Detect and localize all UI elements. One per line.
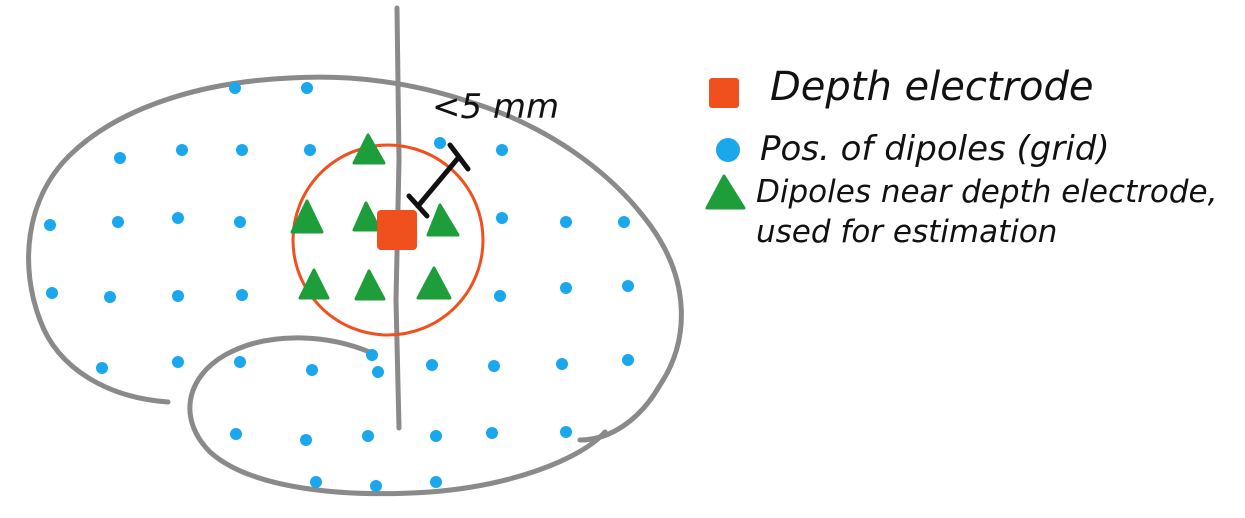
grid-dipole-dot bbox=[306, 364, 318, 376]
grid-dipole-dot bbox=[172, 290, 184, 302]
grid-dipole-dot bbox=[236, 289, 248, 301]
grid-dipole-dot bbox=[234, 216, 246, 228]
near-dipole-triangle bbox=[354, 269, 386, 301]
grid-dipoles bbox=[44, 82, 634, 492]
blue-dot-icon bbox=[716, 138, 740, 162]
grid-dipole-dot bbox=[560, 426, 572, 438]
grid-dipole-dot bbox=[44, 219, 56, 231]
grid-dipole-dot bbox=[560, 282, 572, 294]
radius-marker-cap-inner bbox=[406, 193, 430, 219]
grid-dipole-dot bbox=[176, 144, 188, 156]
grid-dipole-dot bbox=[372, 366, 384, 378]
near-dipole-triangle bbox=[426, 203, 460, 237]
grid-dipole-dot bbox=[104, 291, 116, 303]
grid-dipole-dot bbox=[46, 287, 58, 299]
grid-dipole-dot bbox=[618, 216, 630, 228]
legend-label-near-line1: Dipoles near depth electrode, bbox=[756, 174, 1218, 210]
near-dipole-triangle bbox=[416, 266, 452, 300]
orange-square-icon bbox=[709, 78, 739, 108]
radius-marker-line bbox=[415, 154, 462, 209]
radius-circle bbox=[291, 143, 485, 337]
grid-dipole-dot bbox=[301, 82, 313, 94]
grid-dipole-dot bbox=[236, 144, 248, 156]
brain-upper-lobe-outline bbox=[26, 74, 684, 443]
grid-dipole-dot bbox=[366, 349, 378, 361]
near-dipole-triangle bbox=[298, 268, 330, 300]
grid-dipole-dot bbox=[362, 430, 374, 442]
near-dipole-triangle bbox=[290, 199, 324, 234]
grid-dipole-dot bbox=[370, 480, 382, 492]
depth-electrode bbox=[377, 210, 417, 250]
grid-dipole-dot bbox=[494, 290, 506, 302]
grid-dipole-dot bbox=[96, 362, 108, 374]
grid-dipole-dot bbox=[234, 356, 246, 368]
grid-dipole-dot bbox=[496, 144, 508, 156]
grid-dipole-dot bbox=[112, 216, 124, 228]
grid-dipole-dot bbox=[622, 280, 634, 292]
grid-dipole-dot bbox=[229, 82, 241, 94]
grid-dipole-dot bbox=[426, 359, 438, 371]
grid-dipole-dot bbox=[172, 212, 184, 224]
radius-marker bbox=[406, 142, 471, 219]
grid-dipole-dot bbox=[230, 428, 242, 440]
legend-item-grid: Pos. of dipoles (grid) bbox=[716, 129, 1110, 169]
legend-item-near: Dipoles near depth electrode, used for e… bbox=[705, 174, 1218, 250]
legend: Depth electrode Pos. of dipoles (grid) D… bbox=[705, 64, 1218, 250]
grid-dipole-dot bbox=[434, 137, 446, 149]
grid-dipole-dot bbox=[304, 144, 316, 156]
brain-lower-lobe-outline bbox=[187, 335, 608, 497]
grid-dipole-dot bbox=[556, 358, 568, 370]
grid-dipole-dot bbox=[430, 476, 442, 488]
legend-label-grid: Pos. of dipoles (grid) bbox=[760, 129, 1110, 169]
grid-dipole-dot bbox=[114, 152, 126, 164]
grid-dipole-dot bbox=[300, 434, 312, 446]
near-dipole-triangle bbox=[352, 133, 386, 165]
radius-label: <5 mm bbox=[432, 87, 559, 127]
grid-dipole-dot bbox=[172, 356, 184, 368]
grid-dipole-dot bbox=[622, 354, 634, 366]
legend-label-electrode: Depth electrode bbox=[770, 64, 1093, 110]
legend-item-electrode: Depth electrode bbox=[709, 64, 1093, 110]
radius-marker-cap-outer bbox=[447, 142, 471, 172]
near-dipoles bbox=[290, 133, 460, 301]
grid-dipole-dot bbox=[486, 427, 498, 439]
grid-dipole-dot bbox=[560, 216, 572, 228]
near-dipole-triangle bbox=[352, 201, 382, 232]
legend-label-near-line2: used for estimation bbox=[756, 214, 1057, 250]
grid-dipole-dot bbox=[496, 212, 508, 224]
grid-dipole-dot bbox=[310, 476, 322, 488]
grid-dipole-dot bbox=[488, 360, 500, 372]
grid-dipole-dot bbox=[430, 430, 442, 442]
green-triangle-icon bbox=[705, 174, 746, 210]
